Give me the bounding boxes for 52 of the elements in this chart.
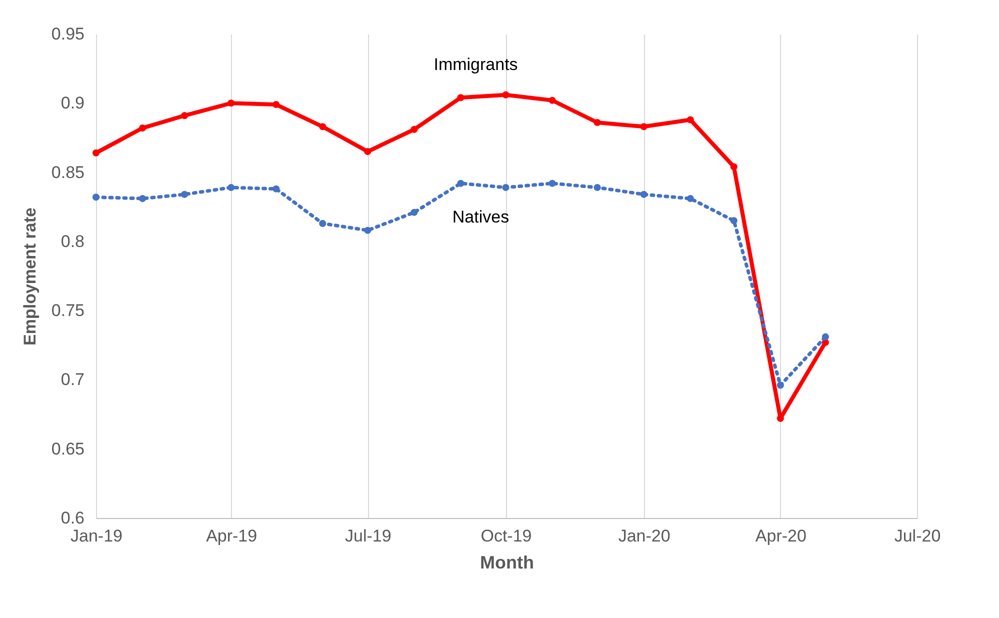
point (686, 116, 694, 124)
point (319, 220, 326, 227)
x-tick-label: Apr-19 (206, 526, 258, 546)
point (138, 124, 146, 132)
y-axis-title: Employment rate (20, 208, 40, 346)
point (272, 100, 280, 108)
point (410, 208, 418, 216)
y-tick-label: 0.75 (51, 301, 84, 320)
y-tick-label: 0.6 (60, 508, 84, 528)
point (319, 123, 326, 130)
point (686, 195, 694, 202)
point (594, 118, 601, 126)
point (272, 185, 280, 192)
x-tick-label: Jan-20 (618, 526, 670, 546)
y-tick-label: 0.65 (51, 439, 84, 458)
x-tick-label: Jul-20 (894, 526, 941, 546)
point (228, 100, 235, 107)
point (181, 190, 188, 198)
point (92, 194, 100, 201)
point (228, 184, 235, 192)
point (822, 333, 829, 340)
point (457, 94, 464, 102)
x-tick-label: Apr-20 (755, 526, 806, 546)
point (548, 180, 556, 187)
point (594, 184, 601, 192)
point (776, 414, 784, 422)
point (364, 148, 372, 156)
x-tick-label: Jul-19 (345, 526, 392, 546)
point (776, 382, 784, 389)
point (364, 226, 372, 234)
series-label: Immigrants (434, 54, 518, 74)
y-tick-label: 0.8 (60, 232, 84, 251)
point (92, 149, 100, 156)
x-tick-label: Oct-19 (480, 526, 532, 546)
y-tick-label: 0.85 (51, 162, 84, 182)
point (548, 96, 556, 104)
point (502, 184, 510, 192)
point (502, 91, 510, 98)
point (457, 180, 464, 187)
y-tick-label: 0.9 (60, 94, 84, 113)
point (730, 163, 738, 170)
x-tick-label: Jan-19 (70, 526, 122, 546)
point (410, 126, 418, 133)
point (730, 217, 738, 224)
y-tick-label: 0.95 (51, 24, 84, 44)
point (640, 123, 648, 130)
point (138, 195, 146, 202)
series-label: Natives (452, 207, 510, 226)
y-tick-label: 0.7 (60, 370, 84, 390)
point (181, 112, 188, 120)
point (640, 190, 648, 198)
x-axis-title: Month (480, 552, 534, 572)
